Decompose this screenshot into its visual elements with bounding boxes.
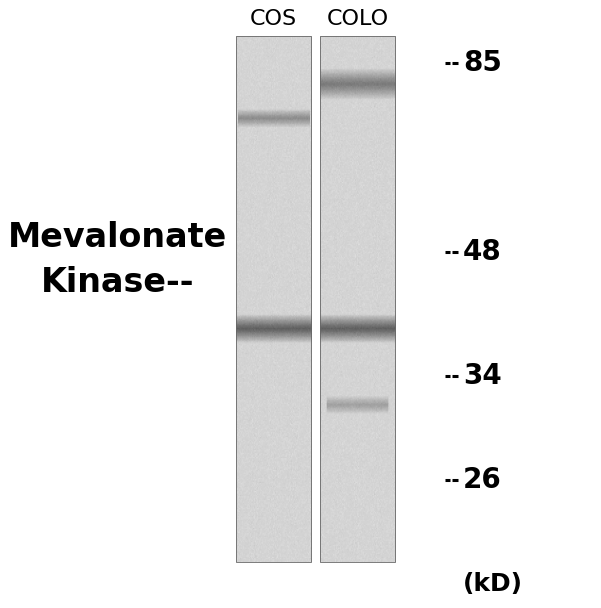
Text: 48: 48 — [463, 238, 501, 266]
Text: COS: COS — [250, 9, 297, 29]
Text: (kD): (kD) — [463, 572, 523, 596]
Text: 85: 85 — [463, 49, 502, 77]
Bar — [320, 36, 395, 562]
Text: 34: 34 — [463, 362, 501, 390]
Text: COLO: COLO — [326, 9, 389, 29]
Text: Kinase--: Kinase-- — [40, 266, 194, 299]
Text: 26: 26 — [463, 466, 501, 494]
Text: Mevalonate: Mevalonate — [8, 221, 227, 254]
Bar — [236, 36, 311, 562]
